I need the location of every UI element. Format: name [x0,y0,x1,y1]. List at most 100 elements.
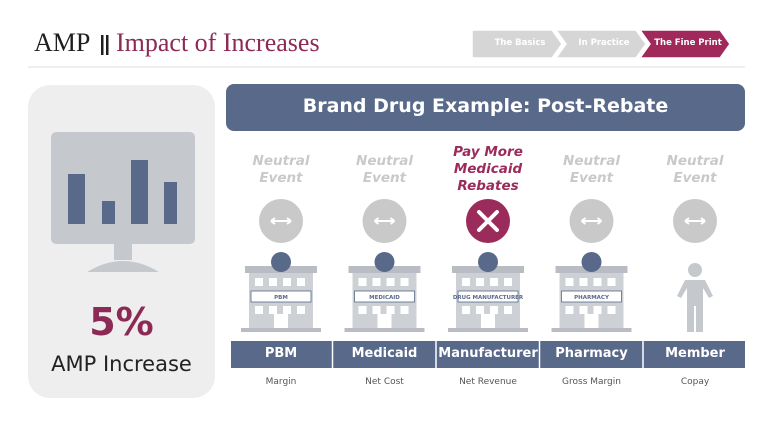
window [283,306,291,314]
column-metric: Gross Margin [562,377,621,387]
title: Impact of Increases [116,28,320,57]
event-icon [259,199,303,243]
window [579,278,588,286]
window [579,306,588,314]
window [462,278,470,286]
base [344,328,425,332]
divider [106,35,109,55]
window [386,306,395,314]
window [358,306,367,314]
building-icon: PHARMACY [551,252,632,332]
sign-board [561,290,622,303]
event-icon [569,199,614,243]
base [448,328,528,332]
arrows [580,217,603,225]
base [551,328,632,332]
column-name: PBM [264,346,298,361]
column-metric: Copay [680,377,710,387]
event-label: Neutral Event [666,153,724,186]
arrows [684,217,706,225]
door [481,314,495,328]
banner-text: Brand Drug Example: Post-Rebate [302,95,669,117]
window [255,278,263,286]
building-icon: DRUG MANUFACTURER [448,252,528,332]
door [377,314,392,328]
window [462,306,470,314]
divider [101,35,104,55]
door [584,314,599,328]
column-metric: Net Revenue [459,377,517,387]
window [490,278,498,286]
window [255,306,263,314]
window [476,278,484,286]
stat-label: AMP Increase [51,352,192,376]
window [372,278,381,286]
x-mark [477,210,499,232]
building-badge [271,252,291,272]
window [297,278,305,286]
door [274,314,288,328]
column-name: Manufacturer [438,346,538,361]
base [241,328,321,332]
event-label: Neutral Event [563,153,620,186]
body [677,280,713,332]
sign-text: DRUG MANUFACTURER [453,295,524,301]
event-icon [362,199,407,243]
column-metric: Margin [265,377,297,387]
window [400,278,409,286]
sign-board [457,290,519,303]
window [386,278,395,286]
arrows [373,217,396,225]
window [565,306,574,314]
window [593,306,602,314]
building-icon: MEDICAID [344,252,425,332]
nav-step [554,29,647,59]
nav-step [638,29,731,59]
building-badge [478,252,498,272]
window [607,306,616,314]
event-label: Pay More Medicaid Rebates [453,144,523,194]
stat-value: 5% [89,300,154,344]
sign-board [250,290,312,303]
arrows [270,217,292,225]
sign-text: MEDICAID [369,295,400,301]
head [688,263,702,277]
building-badge [374,252,395,272]
event-label: Neutral Event [356,153,413,186]
window [297,306,305,314]
event-label: Neutral Event [252,153,310,186]
banner [226,84,745,131]
nav-label: In Practice [578,38,630,48]
window [490,306,498,314]
nav-label: The Fine Print [654,38,722,48]
event-icon [673,199,717,243]
building-badge [581,252,602,272]
nav-step [471,29,563,59]
column-name: Pharmacy [555,346,628,361]
window [372,306,381,314]
window [358,278,367,286]
window [269,306,277,314]
window [565,278,574,286]
nav-label: The Basics [494,38,546,48]
monitor-icon [51,132,195,272]
window [476,306,484,314]
column-metric: Net Cost [365,377,404,387]
window [504,278,512,286]
window [283,278,291,286]
window [607,278,616,286]
window [593,278,602,286]
label-bar [231,341,745,368]
window [269,278,277,286]
brand: AMP [34,28,91,57]
column-name: Member [665,346,725,361]
window [504,306,512,314]
window [400,306,409,314]
column-name: Medicaid [351,346,418,361]
building-icon: PBM [241,252,321,332]
event-icon [466,199,510,243]
person-icon [677,263,713,332]
sign-board [354,290,415,303]
